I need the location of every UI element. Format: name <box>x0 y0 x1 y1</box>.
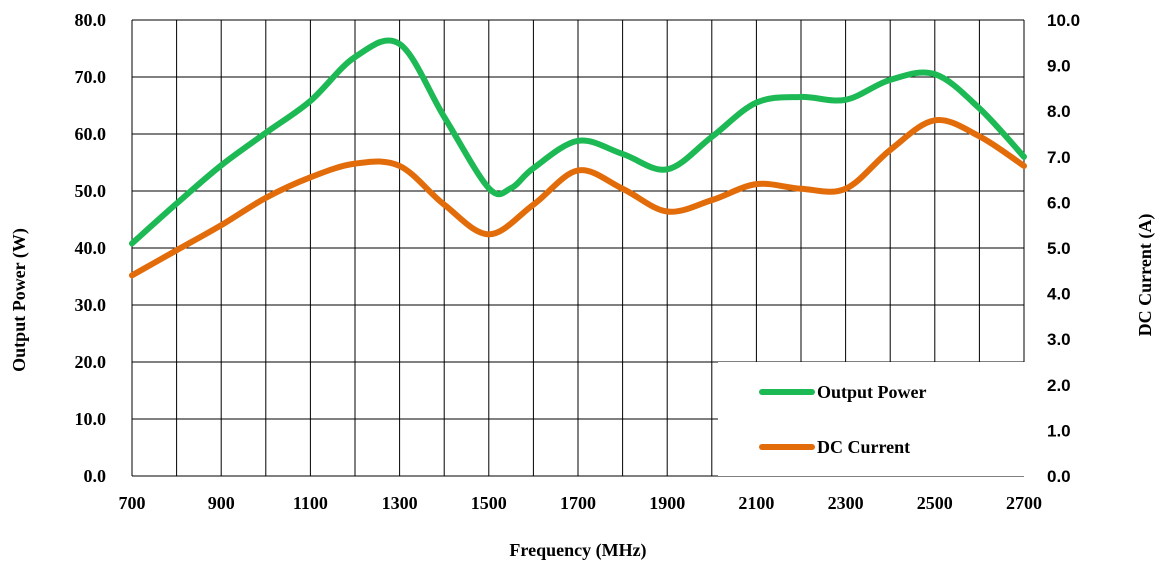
y-right-tick-label: 0.0 <box>1047 467 1071 486</box>
y-axis-left-title: Output Power (W) <box>9 228 30 372</box>
y-right-tick-label: 7.0 <box>1047 148 1071 167</box>
x-tick-label: 1300 <box>382 493 418 513</box>
y-left-tick-label: 20.0 <box>75 352 107 372</box>
y-right-tick-label: 4.0 <box>1047 285 1071 304</box>
y-right-tick-label: 5.0 <box>1047 239 1071 258</box>
x-tick-label: 700 <box>119 493 146 513</box>
x-axis-ticks: 700 900 1100 1300 1500 1700 1900 2100 2300 2500 27… <box>119 493 1043 513</box>
right-axis-ticks: 0.0 1.0 2.0 3.0 4.0 5.0 6.0 7.0 8.0 9.0 10.0 <box>1047 11 1080 486</box>
x-tick-label: 900 <box>208 493 235 513</box>
y-axis-right-title: DC Current (A) <box>1135 214 1156 337</box>
x-axis-title: Frequency (MHz) <box>509 540 646 561</box>
y-right-tick-label: 1.0 <box>1047 421 1071 440</box>
y-left-tick-label: 50.0 <box>75 181 107 201</box>
x-tick-label: 1900 <box>649 493 685 513</box>
y-right-tick-label: 10.0 <box>1047 11 1080 30</box>
left-axis-ticks: 0.0 10.0 20.0 30.0 40.0 50.0 60.0 70.0 80.0 <box>75 10 107 486</box>
y-left-tick-label: 10.0 <box>75 409 107 429</box>
y-left-tick-label: 30.0 <box>75 295 107 315</box>
legend-label-output-power: Output Power <box>817 382 927 402</box>
x-tick-label: 2100 <box>738 493 774 513</box>
y-right-tick-label: 9.0 <box>1047 57 1071 76</box>
x-tick-label: 1500 <box>471 493 507 513</box>
legend-box <box>718 362 1026 476</box>
legend-label-dc-current: DC Current <box>817 437 910 457</box>
legend: Output Power DC Current <box>718 362 1026 476</box>
series-line-dc-current <box>129 117 1027 279</box>
y-left-tick-label: 60.0 <box>75 124 107 144</box>
y-left-tick-label: 0.0 <box>84 466 107 486</box>
y-right-tick-label: 8.0 <box>1047 102 1071 121</box>
x-tick-label: 2500 <box>917 493 953 513</box>
y-left-tick-label: 40.0 <box>75 238 107 258</box>
series-line-output-power <box>129 37 1027 247</box>
x-tick-label: 1100 <box>293 493 328 513</box>
series-layer <box>129 37 1027 279</box>
y-right-tick-label: 3.0 <box>1047 330 1071 349</box>
y-right-tick-label: 2.0 <box>1047 376 1071 395</box>
y-right-tick-label: 6.0 <box>1047 193 1071 212</box>
y-left-tick-label: 80.0 <box>75 10 107 30</box>
y-left-tick-label: 70.0 <box>75 67 107 87</box>
x-tick-label: 1700 <box>560 493 596 513</box>
x-tick-label: 2700 <box>1006 493 1042 513</box>
x-tick-label: 2300 <box>828 493 864 513</box>
